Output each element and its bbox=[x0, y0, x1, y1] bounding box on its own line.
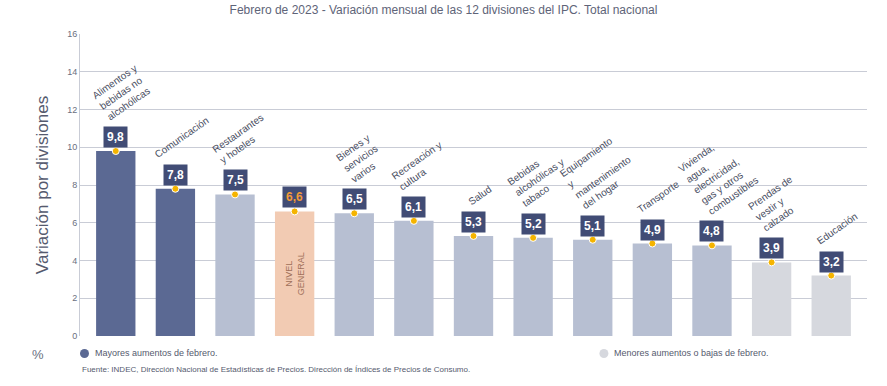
svg-text:9,8: 9,8 bbox=[107, 130, 124, 144]
svg-text:Comunicación: Comunicación bbox=[153, 115, 211, 160]
svg-text:3,9: 3,9 bbox=[763, 241, 780, 255]
svg-text:7,8: 7,8 bbox=[167, 168, 184, 182]
svg-text:5,3: 5,3 bbox=[465, 215, 482, 229]
svg-text:4,9: 4,9 bbox=[644, 223, 661, 237]
svg-text:8: 8 bbox=[72, 180, 77, 190]
svg-text:6,1: 6,1 bbox=[405, 200, 422, 214]
svg-text:Salud: Salud bbox=[466, 183, 493, 207]
svg-text:%: % bbox=[32, 347, 44, 362]
svg-text:6: 6 bbox=[72, 218, 77, 228]
svg-text:14: 14 bbox=[67, 67, 77, 77]
svg-text:Fuente: INDEC, Dirección Nacio: Fuente: INDEC, Dirección Nacional de Est… bbox=[82, 365, 470, 374]
svg-text:2: 2 bbox=[72, 293, 77, 303]
svg-text:5,1: 5,1 bbox=[584, 219, 601, 233]
svg-text:NIVELGENERAL: NIVELGENERAL bbox=[284, 252, 306, 295]
svg-text:16: 16 bbox=[67, 29, 77, 39]
svg-text:Recreación ycultura: Recreación ycultura bbox=[390, 139, 452, 192]
svg-text:Vivienda,agua,electricidad,gas: Vivienda,agua,electricidad,gas y otrosco… bbox=[676, 132, 760, 217]
svg-text:Alimentos ybebidas noalcohólic: Alimentos ybebidas noalcohólicas bbox=[90, 62, 154, 122]
svg-text:4: 4 bbox=[72, 256, 77, 266]
svg-text:Educación: Educación bbox=[815, 211, 860, 247]
svg-text:6,6: 6,6 bbox=[286, 190, 303, 204]
svg-text:Restaurantesy hoteles: Restaurantesy hoteles bbox=[210, 112, 272, 166]
svg-text:Bienes yserviciosvarios: Bienes yserviciosvarios bbox=[334, 132, 387, 185]
svg-text:4,8: 4,8 bbox=[703, 224, 720, 238]
svg-text:0: 0 bbox=[72, 331, 77, 341]
svg-text:10: 10 bbox=[67, 142, 77, 152]
svg-text:Variación por divisiones: Variación por divisiones bbox=[33, 96, 52, 274]
svg-text:Menores aumentos o bajas de fe: Menores aumentos o bajas de febrero. bbox=[614, 348, 769, 358]
svg-text:Equipamientoymantenimientodel: Equipamientoymantenimientodel hogar bbox=[558, 132, 641, 211]
svg-text:3,2: 3,2 bbox=[823, 255, 840, 269]
svg-text:Bebidasalcohólicas ytabaco: Bebidasalcohólicas ytabaco bbox=[505, 146, 573, 209]
svg-text:Mayores aumentos de febrero.: Mayores aumentos de febrero. bbox=[95, 348, 218, 358]
svg-text:Transporte: Transporte bbox=[635, 178, 681, 215]
svg-text:7,5: 7,5 bbox=[227, 173, 244, 187]
svg-text:6,5: 6,5 bbox=[346, 192, 363, 206]
svg-text:Febrero de 2023 - Variación me: Febrero de 2023 - Variación mensual de l… bbox=[230, 3, 658, 17]
svg-text:Prendas devestir ycalzado: Prendas devestir ycalzado bbox=[746, 173, 809, 233]
svg-text:5,2: 5,2 bbox=[525, 217, 542, 231]
svg-text:12: 12 bbox=[67, 105, 77, 115]
